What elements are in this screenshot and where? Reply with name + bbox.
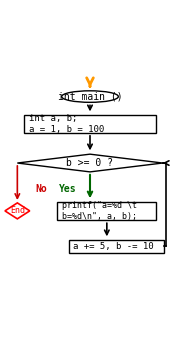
Text: Yes: Yes xyxy=(59,184,77,194)
Text: No: No xyxy=(35,184,47,194)
Text: int a, b;
a = 1, b = 100: int a, b; a = 1, b = 100 xyxy=(29,114,104,134)
Bar xyxy=(69,240,165,253)
Bar xyxy=(24,115,156,133)
Text: printf("a=%d \t
b=%d\n", a, b);: printf("a=%d \t b=%d\n", a, b); xyxy=(62,201,137,221)
Text: b >= 0 ?: b >= 0 ? xyxy=(66,158,114,168)
Text: a += 5, b -= 10: a += 5, b -= 10 xyxy=(73,242,154,251)
Text: End: End xyxy=(10,206,25,215)
Text: int main (): int main () xyxy=(58,92,122,102)
Bar xyxy=(57,201,156,220)
